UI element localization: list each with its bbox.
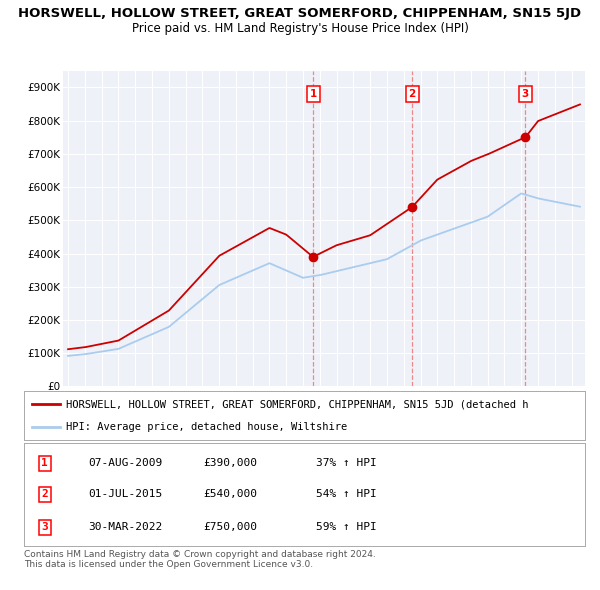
Text: £390,000: £390,000 [203, 458, 257, 468]
Text: £540,000: £540,000 [203, 489, 257, 499]
Text: Contains HM Land Registry data © Crown copyright and database right 2024.
This d: Contains HM Land Registry data © Crown c… [24, 550, 376, 569]
Text: 01-JUL-2015: 01-JUL-2015 [89, 489, 163, 499]
Text: 07-AUG-2009: 07-AUG-2009 [89, 458, 163, 468]
Text: 1: 1 [41, 458, 48, 468]
Text: Price paid vs. HM Land Registry's House Price Index (HPI): Price paid vs. HM Land Registry's House … [131, 22, 469, 35]
Text: 37% ↑ HPI: 37% ↑ HPI [316, 458, 376, 468]
Text: 54% ↑ HPI: 54% ↑ HPI [316, 489, 376, 499]
Text: HORSWELL, HOLLOW STREET, GREAT SOMERFORD, CHIPPENHAM, SN15 5JD: HORSWELL, HOLLOW STREET, GREAT SOMERFORD… [19, 7, 581, 20]
Text: 3: 3 [41, 522, 48, 532]
Text: 30-MAR-2022: 30-MAR-2022 [89, 522, 163, 532]
Text: 2: 2 [409, 89, 416, 99]
Text: 59% ↑ HPI: 59% ↑ HPI [316, 522, 376, 532]
Text: 1: 1 [310, 89, 317, 99]
Text: 3: 3 [522, 89, 529, 99]
Text: £750,000: £750,000 [203, 522, 257, 532]
Text: 2: 2 [41, 489, 48, 499]
Text: HPI: Average price, detached house, Wiltshire: HPI: Average price, detached house, Wilt… [66, 422, 347, 432]
Text: HORSWELL, HOLLOW STREET, GREAT SOMERFORD, CHIPPENHAM, SN15 5JD (detached h: HORSWELL, HOLLOW STREET, GREAT SOMERFORD… [66, 399, 529, 409]
